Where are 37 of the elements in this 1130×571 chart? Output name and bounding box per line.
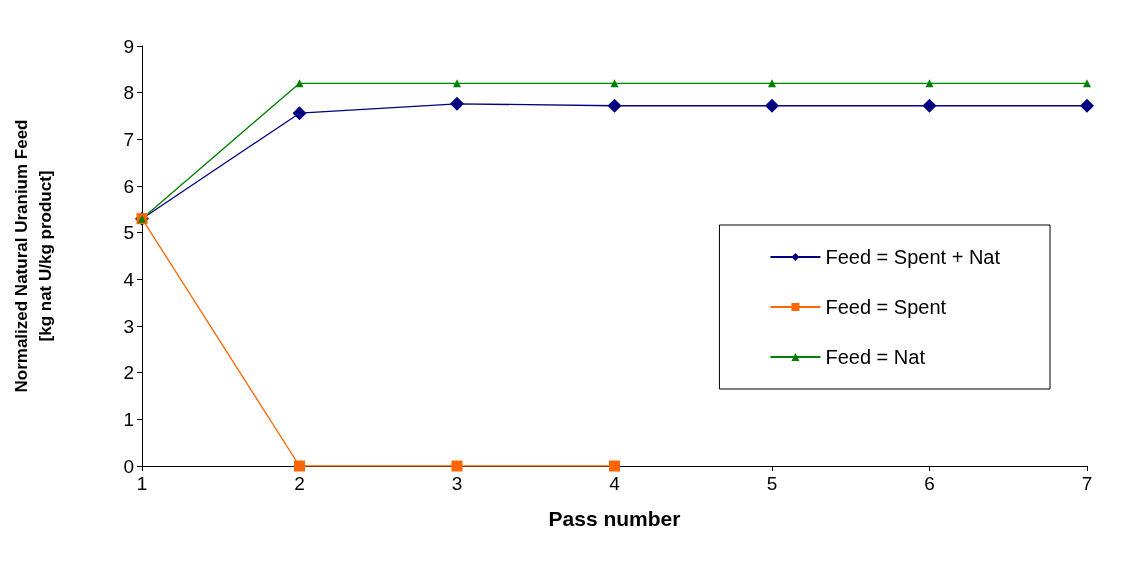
- point: [768, 79, 776, 88]
- point: [295, 79, 304, 88]
- x-tick-label: 6: [924, 473, 935, 494]
- y-tick-label: 9: [123, 35, 134, 57]
- x-tick-label: 2: [294, 473, 305, 494]
- legend-label: Feed = Spent: [825, 296, 947, 318]
- point: [450, 96, 464, 111]
- y-axis-title: Normalized Natural Uranium Feed [kg nat U/kg product]: [11, 119, 55, 393]
- point: [453, 79, 461, 88]
- point: [609, 460, 620, 472]
- point: [925, 79, 934, 88]
- x-tick-label: 5: [766, 473, 778, 494]
- legend-label: Feed = Nat: [825, 346, 926, 368]
- y-tick-label: 7: [123, 128, 134, 150]
- y-tick-label: 4: [123, 268, 135, 290]
- point: [765, 98, 779, 113]
- y-tick-label: 3: [123, 315, 134, 337]
- y-tick-label: 6: [123, 175, 134, 197]
- x-tick-label: 1: [136, 473, 148, 494]
- point: [610, 79, 619, 88]
- y-tick-label: 5: [123, 222, 134, 244]
- y-tick-label: 8: [123, 82, 134, 104]
- point: [607, 98, 622, 113]
- point: [922, 98, 937, 113]
- x-axis-title: Pass number: [548, 507, 681, 530]
- point: [1083, 79, 1091, 88]
- x-tick-label: 4: [609, 473, 621, 494]
- point: [294, 460, 305, 472]
- legend-label: Feed = Spent + Nat: [825, 246, 1001, 268]
- point: [1080, 98, 1094, 113]
- y-tick-label: 0: [123, 455, 134, 477]
- x-tick-label: 3: [451, 473, 463, 494]
- point: [451, 460, 463, 472]
- y-tick-label: 1: [123, 408, 134, 430]
- x-tick-label: 7: [1081, 473, 1093, 494]
- y-tick-label: 2: [123, 362, 134, 384]
- point: [292, 106, 307, 121]
